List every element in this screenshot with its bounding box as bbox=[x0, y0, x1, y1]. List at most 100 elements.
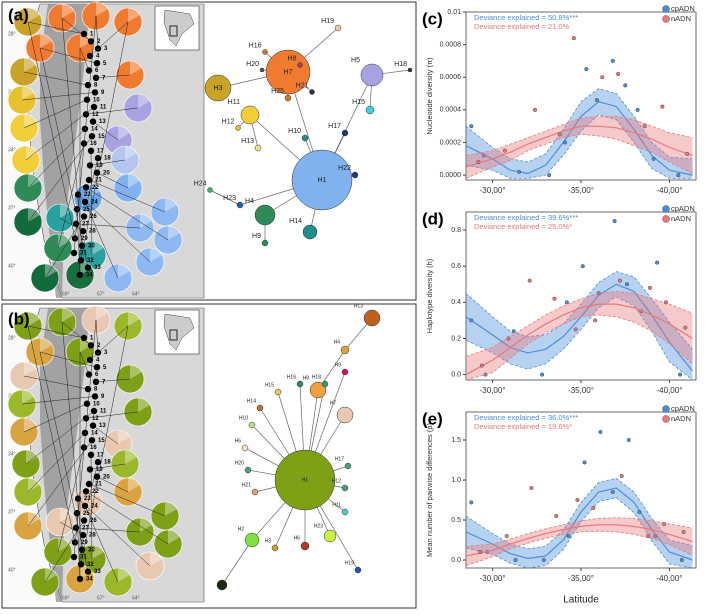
haplotype-label: H21 bbox=[296, 82, 309, 89]
site-connector bbox=[95, 15, 99, 49]
data-point bbox=[479, 363, 484, 368]
site-label: 15 bbox=[98, 438, 105, 444]
site-label: 6 bbox=[95, 68, 99, 74]
band-edge bbox=[465, 133, 693, 179]
data-point bbox=[504, 534, 509, 539]
site-pie-slice bbox=[168, 226, 180, 240]
haplotype-label: H9 bbox=[335, 362, 342, 368]
data-point bbox=[593, 318, 598, 323]
site-pie-slice bbox=[24, 114, 36, 128]
lat-label: 40° bbox=[8, 263, 16, 269]
data-point bbox=[547, 173, 552, 178]
data-point bbox=[469, 124, 474, 129]
data-point bbox=[617, 278, 622, 283]
legend-marker bbox=[662, 15, 670, 23]
data-point bbox=[506, 336, 511, 341]
site-dot bbox=[82, 184, 90, 191]
site-connector bbox=[95, 378, 131, 383]
data-point bbox=[625, 282, 630, 287]
site-pie-slice bbox=[40, 34, 52, 48]
confidence-band bbox=[466, 544, 493, 566]
confidence-band bbox=[669, 322, 693, 380]
site-dot bbox=[80, 213, 88, 220]
site-label: 8 bbox=[94, 83, 98, 89]
site-dot bbox=[87, 38, 95, 45]
site-label: 23 bbox=[84, 496, 91, 502]
site-dot bbox=[91, 89, 99, 96]
confidence-band bbox=[466, 150, 493, 179]
lat-label: 28° bbox=[8, 335, 16, 341]
legend-marker bbox=[662, 405, 670, 413]
site-label: 11 bbox=[100, 105, 107, 111]
site-label: 27 bbox=[82, 525, 89, 531]
site-dot bbox=[88, 133, 96, 140]
band-edge bbox=[465, 314, 693, 381]
lat-label: 40° bbox=[8, 567, 16, 573]
data-point bbox=[582, 460, 587, 465]
haplotype-node bbox=[296, 380, 304, 388]
site-connector bbox=[89, 325, 129, 361]
site-label: 7 bbox=[102, 379, 106, 385]
site-pie-slice bbox=[88, 184, 100, 198]
site-connector bbox=[21, 396, 96, 405]
haplotype-node bbox=[344, 462, 352, 470]
site-pie-slice bbox=[128, 478, 140, 492]
site-dot bbox=[86, 466, 94, 473]
site-connector bbox=[85, 187, 169, 241]
x-tick-label: -40,00° bbox=[657, 574, 683, 583]
haplotype-label: H10 bbox=[239, 415, 248, 421]
haplotype-node bbox=[309, 89, 315, 95]
site-dot bbox=[82, 111, 90, 118]
y-tick-label: 0.4 bbox=[451, 299, 461, 306]
site-label: 15 bbox=[98, 134, 105, 140]
site-connector bbox=[89, 21, 129, 57]
site-connector bbox=[73, 15, 97, 254]
data-point bbox=[566, 534, 571, 539]
site-connector bbox=[61, 321, 92, 346]
confidence-band bbox=[634, 293, 652, 332]
site-connector bbox=[25, 106, 95, 161]
site-connector bbox=[61, 321, 83, 550]
data-point bbox=[563, 140, 568, 145]
confidence-band bbox=[581, 88, 599, 132]
site-label: 25 bbox=[83, 511, 90, 517]
haplotype-node bbox=[284, 94, 292, 102]
site-connector bbox=[39, 47, 98, 64]
site-dot bbox=[79, 531, 87, 539]
site-dot bbox=[81, 502, 89, 510]
site-label: 17 bbox=[97, 452, 104, 458]
haplotype-node bbox=[254, 144, 262, 152]
haplotype-label: H4 bbox=[245, 198, 254, 205]
site-dot bbox=[86, 52, 94, 60]
site-label: 18 bbox=[104, 460, 111, 466]
site-label: 9 bbox=[101, 90, 105, 96]
confidence-band bbox=[651, 298, 670, 362]
site-dot bbox=[82, 415, 90, 422]
data-point bbox=[600, 75, 605, 80]
site-pie-slice bbox=[165, 198, 177, 212]
site-pie-slice bbox=[62, 4, 74, 18]
y-tick-label: 0.0008 bbox=[440, 41, 462, 48]
fit-line bbox=[465, 303, 693, 376]
site-connector bbox=[23, 375, 89, 390]
data-point bbox=[552, 296, 557, 301]
site-connector bbox=[57, 447, 85, 553]
y-tick-label: 0.0 bbox=[451, 557, 461, 564]
haplotype-node bbox=[321, 380, 329, 388]
haplotype-label: H1 bbox=[318, 177, 327, 184]
lat-label: 34° bbox=[8, 451, 16, 457]
site-connector bbox=[27, 432, 86, 493]
site-dot bbox=[93, 169, 101, 176]
haplotype-node bbox=[360, 63, 384, 87]
haplotype-node bbox=[309, 381, 327, 399]
haplotype-node bbox=[244, 466, 252, 474]
site-dot bbox=[87, 147, 95, 154]
site-label: 17 bbox=[97, 148, 104, 154]
legend-label: nADN bbox=[671, 414, 691, 423]
site-dot bbox=[70, 553, 78, 561]
haplotype-node bbox=[341, 508, 349, 516]
haplotype-node bbox=[274, 449, 336, 511]
site-pie-slice bbox=[125, 450, 137, 464]
site-pie bbox=[9, 113, 39, 143]
